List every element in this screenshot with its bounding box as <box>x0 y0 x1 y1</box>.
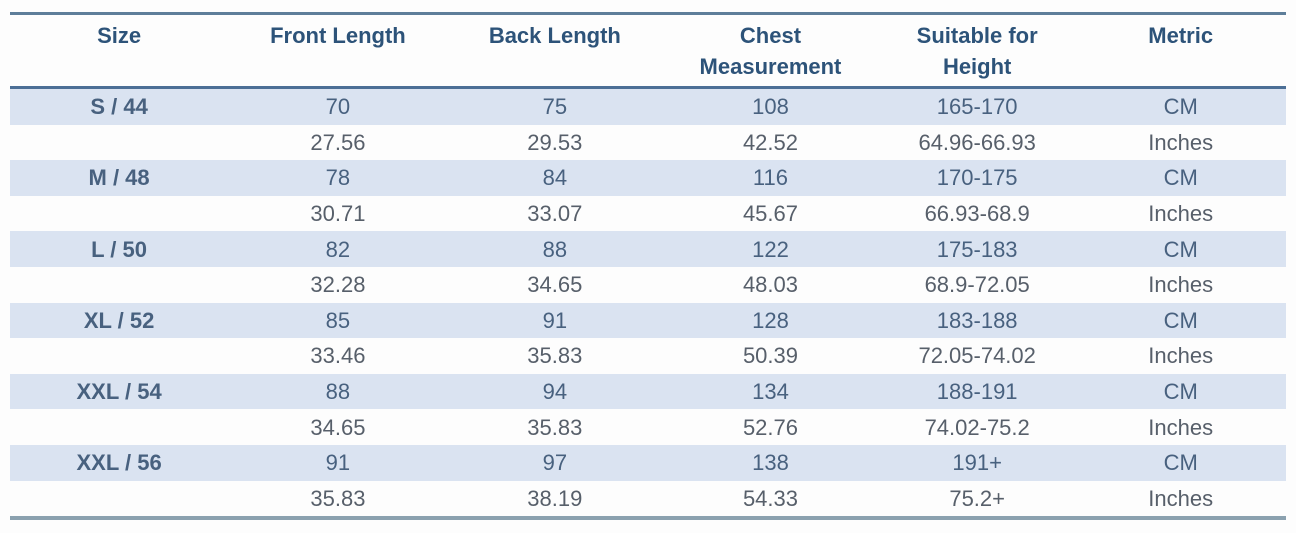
value-cell: 84 <box>542 165 568 191</box>
value-cell: 191+ <box>952 450 1002 476</box>
table-row: 34.65 35.83 52.76 74.02-75.2 Inches <box>10 409 1286 445</box>
value-cell: CM <box>1163 450 1198 476</box>
table-bottom-rule <box>10 516 1286 521</box>
table-row: 33.46 35.83 50.39 72.05-74.02 Inches <box>10 338 1286 374</box>
value-cell: 82 <box>325 236 351 262</box>
value-cell: 30.71 <box>310 201 366 227</box>
value-cell: 75.2+ <box>949 485 1005 511</box>
value-cell: Inches <box>1148 485 1214 511</box>
value-cell: 175-183 <box>936 236 1018 262</box>
value-cell: 34.65 <box>310 414 366 440</box>
value-cell: 85 <box>325 307 351 333</box>
table-row: XXL / 54 88 94 134 188-191 CM <box>10 373 1286 410</box>
value-cell: CM <box>1163 307 1198 333</box>
table-row: S / 44 70 75 108 165-170 CM <box>10 89 1286 125</box>
value-cell: 29.53 <box>527 129 583 155</box>
value-cell: 45.67 <box>742 201 798 227</box>
value-cell: Inches <box>1148 343 1214 369</box>
value-cell: 134 <box>752 379 789 405</box>
value-cell: CM <box>1163 236 1198 262</box>
value-cell: 32.28 <box>310 272 366 298</box>
value-cell: 88 <box>542 236 568 262</box>
header-cell-chest: Chest Measurement <box>699 23 842 79</box>
table-body: S / 44 70 75 108 165-170 CM 27.56 29.53 42.52 64… <box>10 89 1286 517</box>
value-cell: 33.07 <box>527 201 583 227</box>
value-cell: 33.46 <box>310 343 366 369</box>
size-cell: M / 48 <box>88 165 150 191</box>
value-cell: 35.83 <box>527 343 583 369</box>
value-cell: 128 <box>752 307 789 333</box>
header-cell-size: Size <box>97 23 142 48</box>
table-row: 32.28 34.65 48.03 68.9-72.05 Inches <box>10 266 1286 303</box>
value-cell: 88 <box>325 379 351 405</box>
value-cell: 42.52 <box>742 129 798 155</box>
value-cell: 64.96-66.93 <box>918 129 1036 155</box>
header-cell-front-length: Front Length <box>270 23 406 48</box>
value-cell: 68.9-72.05 <box>924 272 1030 298</box>
value-cell: 66.93-68.9 <box>924 201 1030 227</box>
value-cell: 75 <box>542 94 568 120</box>
table-row: 27.56 29.53 42.52 64.96-66.93 Inches <box>10 124 1286 161</box>
value-cell: CM <box>1163 165 1198 191</box>
value-cell: 78 <box>325 165 351 191</box>
table-row: XL / 52 85 91 128 183-188 CM <box>10 302 1286 339</box>
value-cell: 97 <box>542 450 568 476</box>
table-top-rule <box>10 12 1286 15</box>
value-cell: 34.65 <box>527 272 583 298</box>
value-cell: 38.19 <box>527 485 583 511</box>
value-cell: 94 <box>542 379 568 405</box>
table-row: 35.83 38.19 54.33 75.2+ Inches <box>10 480 1286 517</box>
header-cell-back-length: Back Length <box>488 23 621 48</box>
value-cell: 91 <box>542 307 568 333</box>
value-cell: 54.33 <box>742 485 798 511</box>
table-header-rule <box>10 86 1286 89</box>
value-cell: 122 <box>752 236 789 262</box>
value-cell: 48.03 <box>742 272 798 298</box>
table-header-row: Size Front Length Back Length Chest Meas… <box>10 15 1286 86</box>
value-cell: 188-191 <box>936 379 1018 405</box>
table-row: M / 48 78 84 116 170-175 CM <box>10 160 1286 196</box>
size-cell: S / 44 <box>90 94 148 120</box>
value-cell: 50.39 <box>742 343 798 369</box>
size-chart-table: Size Front Length Back Length Chest Meas… <box>10 12 1286 521</box>
size-cell: XXL / 56 <box>76 450 162 476</box>
value-cell: 35.83 <box>527 414 583 440</box>
table-row: XXL / 56 91 97 138 191+ CM <box>10 444 1286 481</box>
value-cell: 35.83 <box>310 485 366 511</box>
header-cell-metric: Metric <box>1148 23 1214 48</box>
value-cell: 52.76 <box>742 414 798 440</box>
value-cell: 91 <box>325 450 351 476</box>
value-cell: 72.05-74.02 <box>918 343 1036 369</box>
table-row: L / 50 82 88 122 175-183 CM <box>10 231 1286 267</box>
value-cell: CM <box>1163 379 1198 405</box>
value-cell: 108 <box>752 94 789 120</box>
value-cell: 74.02-75.2 <box>924 414 1030 440</box>
value-cell: 165-170 <box>936 94 1018 120</box>
size-cell: L / 50 <box>91 236 148 262</box>
header-cell-height: Suitable for Height <box>916 23 1038 79</box>
value-cell: 183-188 <box>936 307 1018 333</box>
value-cell: 70 <box>325 94 351 120</box>
value-cell: Inches <box>1148 272 1214 298</box>
value-cell: 170-175 <box>936 165 1018 191</box>
value-cell: 138 <box>752 450 789 476</box>
value-cell: CM <box>1163 94 1198 120</box>
size-cell: XL / 52 <box>83 307 155 333</box>
value-cell: Inches <box>1148 129 1214 155</box>
value-cell: Inches <box>1148 201 1214 227</box>
value-cell: Inches <box>1148 414 1214 440</box>
table-row: 30.71 33.07 45.67 66.93-68.9 Inches <box>10 195 1286 232</box>
value-cell: 116 <box>752 165 788 191</box>
size-cell: XXL / 54 <box>76 379 162 405</box>
value-cell: 27.56 <box>310 129 366 155</box>
